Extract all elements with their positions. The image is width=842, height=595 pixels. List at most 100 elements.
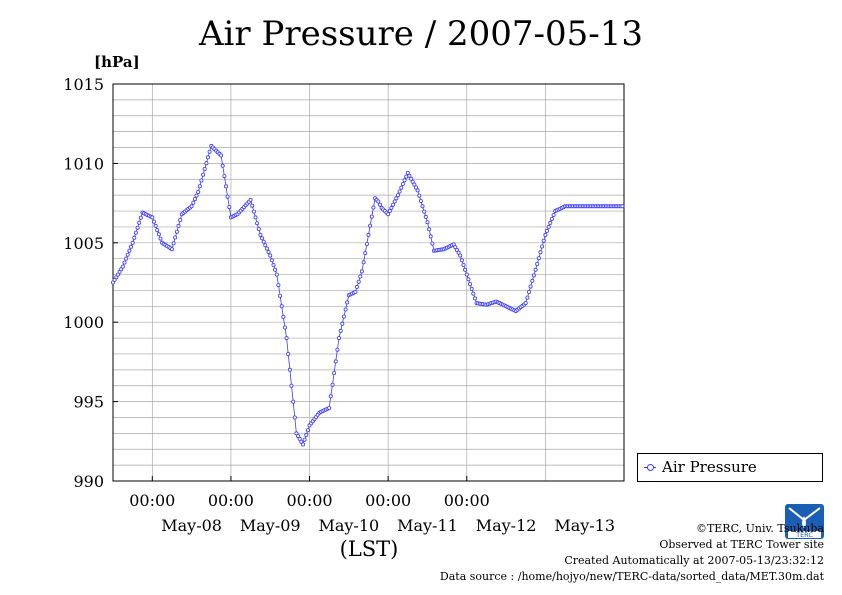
data-point xyxy=(286,351,291,356)
data-point xyxy=(538,250,543,255)
data-point xyxy=(155,228,160,233)
data-point xyxy=(422,209,427,214)
data-point xyxy=(138,215,143,220)
data-point xyxy=(281,314,286,319)
legend-label: Air Pressure xyxy=(662,458,757,476)
data-point xyxy=(223,184,228,189)
data-point xyxy=(386,212,391,217)
data-point xyxy=(207,149,212,154)
data-point xyxy=(533,267,538,272)
data-point xyxy=(124,256,129,261)
data-point xyxy=(336,336,341,341)
data-point xyxy=(128,244,133,249)
data-point xyxy=(413,185,418,190)
data-point xyxy=(330,382,335,387)
data-point xyxy=(196,189,201,194)
data-point xyxy=(256,226,261,231)
data-point xyxy=(545,228,550,233)
x-date-label: May-08 xyxy=(161,516,222,535)
data-point xyxy=(194,193,199,198)
data-point xyxy=(549,216,554,221)
data-point xyxy=(395,193,400,198)
data-point xyxy=(536,256,541,261)
data-point xyxy=(463,267,468,272)
data-point xyxy=(332,370,337,375)
x-time-tick-label: 00:00 xyxy=(208,491,254,510)
data-point xyxy=(202,166,207,171)
data-point xyxy=(392,199,397,204)
data-point xyxy=(546,224,551,229)
data-point xyxy=(153,223,158,228)
data-point xyxy=(340,321,345,326)
data-point xyxy=(299,439,304,444)
data-point xyxy=(376,199,381,204)
data-point xyxy=(356,279,361,284)
x-time-tick-label: 00:00 xyxy=(286,491,332,510)
data-point xyxy=(302,437,307,442)
x-time-tick-label: 00:00 xyxy=(129,491,175,510)
data-point xyxy=(417,193,422,198)
data-point xyxy=(291,399,296,404)
data-point xyxy=(551,212,556,217)
series-line xyxy=(112,145,623,446)
data-point xyxy=(366,232,371,237)
data-point xyxy=(530,278,535,283)
data-point xyxy=(269,258,274,263)
data-point xyxy=(525,295,530,300)
data-point xyxy=(115,272,120,277)
data-point xyxy=(338,328,343,333)
data-point xyxy=(364,241,369,246)
x-axis-unit: (LST) xyxy=(339,537,399,561)
data-point xyxy=(191,200,196,205)
data-point xyxy=(469,286,474,291)
x-time-tick-label: 00:00 xyxy=(444,491,490,510)
data-point xyxy=(258,232,263,237)
data-point xyxy=(458,253,463,258)
data-point xyxy=(430,241,435,246)
data-point xyxy=(199,178,204,183)
data-point xyxy=(251,209,256,214)
data-point xyxy=(253,215,258,220)
y-tick-label: 990 xyxy=(73,472,104,491)
data-point xyxy=(276,283,281,288)
data-point xyxy=(371,205,376,210)
data-point xyxy=(402,178,407,183)
data-point xyxy=(151,219,156,224)
copyright-text: ©TERC, Univ. Tsukuba xyxy=(695,522,824,535)
data-point xyxy=(150,215,155,220)
data-point xyxy=(394,196,399,201)
data-point xyxy=(377,202,382,207)
data-point xyxy=(222,174,227,179)
x-date-label: May-13 xyxy=(554,516,615,535)
data-point xyxy=(171,241,176,246)
x-time-tick-label: 00:00 xyxy=(365,491,411,510)
data-point xyxy=(250,203,255,208)
data-point xyxy=(133,230,138,235)
credits: ©TERC, Univ. Tsukuba Observed at TERC To… xyxy=(440,521,824,585)
data-point xyxy=(359,269,364,274)
y-tick-label: 995 xyxy=(73,393,104,412)
created-text: Created Automatically at 2007-05-13/23:3… xyxy=(564,554,824,567)
data-point xyxy=(531,273,536,278)
data-point xyxy=(292,415,297,420)
data-point xyxy=(397,189,402,194)
data-point xyxy=(248,197,253,202)
legend: Air Pressure xyxy=(637,453,823,482)
data-point xyxy=(255,221,260,226)
y-tick-label: 1015 xyxy=(63,75,104,94)
data-point xyxy=(266,250,271,255)
legend-marker xyxy=(647,464,654,471)
data-point xyxy=(201,172,206,177)
data-point xyxy=(423,214,428,219)
data-point xyxy=(122,260,127,265)
data-point xyxy=(425,220,430,225)
data-point xyxy=(472,296,477,301)
data-point xyxy=(287,367,292,372)
data-point xyxy=(294,431,299,436)
data-point xyxy=(466,277,471,282)
data-point xyxy=(125,252,130,257)
data-point xyxy=(409,176,414,181)
data-point xyxy=(456,250,461,255)
data-point xyxy=(328,394,333,399)
data-point xyxy=(305,428,310,433)
